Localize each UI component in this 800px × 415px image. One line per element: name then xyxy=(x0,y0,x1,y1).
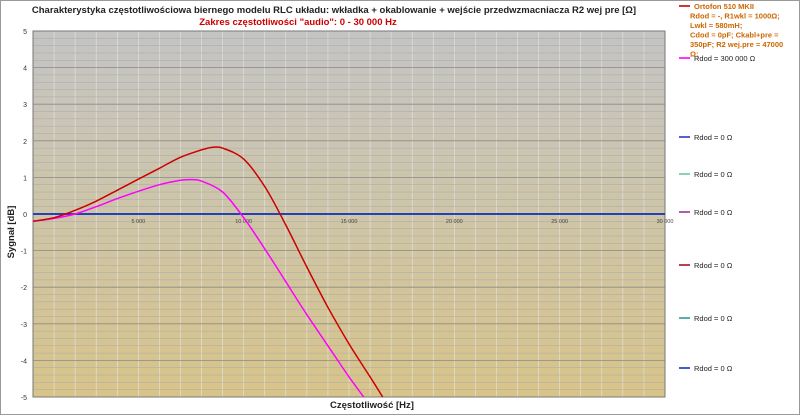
x-tick-label: 10 000 xyxy=(235,219,252,225)
x-tick-label: 15 000 xyxy=(341,219,358,225)
series-layer xyxy=(32,146,665,398)
y-tick-label: 0 xyxy=(23,212,27,219)
legend-label: Rdod = 0 Ω xyxy=(694,364,733,373)
x-axis-ticks: 5 000 10 000 15 000 20 000 25 000 30 000 xyxy=(131,219,673,225)
legend-label: Rdod = 0 Ω xyxy=(694,314,733,323)
y-tick-label: 4 xyxy=(23,66,27,73)
y-tick-label: 2 xyxy=(23,139,27,146)
x-tick-label: 25 000 xyxy=(551,219,568,225)
y-tick-label: -5 xyxy=(21,395,27,402)
series-line-1 xyxy=(32,146,384,398)
y-tick-label: -4 xyxy=(21,358,27,365)
y-tick-label: -1 xyxy=(21,249,27,256)
y-tick-label: 3 xyxy=(23,102,27,109)
legend-label: Rdod = 0 Ω xyxy=(694,208,733,217)
y-axis-label: Sygnał [dB] xyxy=(6,206,17,259)
series-line-2 xyxy=(32,178,365,398)
y-tick-label: -3 xyxy=(21,322,27,329)
chart-subtitle: Zakres częstotliwości "audio": 0 - 30 00… xyxy=(199,17,397,28)
chart-title: Charakterystyka częstotliwościowa bierne… xyxy=(32,5,636,16)
y-tick-label: -2 xyxy=(21,285,27,292)
legend-label: Rdod = 0 Ω xyxy=(694,133,733,142)
x-tick-label: 20 000 xyxy=(446,219,463,225)
legend-label: Ortofon 510 MKII Rdod = -, R1wkl = 1000Ω;… xyxy=(690,2,783,59)
y-axis-ticks: 5 4 3 2 1 0 -1 -2 -3 -4 -5 xyxy=(21,29,27,402)
x-tick-label: 5 000 xyxy=(131,219,145,225)
legend: Ortofon 510 MKII Rdod = -, R1wkl = 1000Ω;… xyxy=(679,2,783,373)
legend-label: Rdod = 0 Ω xyxy=(694,170,733,179)
legend-label: Rdod = 0 Ω xyxy=(694,261,733,270)
x-axis-label: Częstotliwość [Hz] xyxy=(330,400,414,411)
legend-label: Rdod = 300 000 Ω xyxy=(694,54,756,63)
x-tick-label: 30 000 xyxy=(657,219,674,225)
y-tick-label: 5 xyxy=(23,29,27,36)
y-tick-label: 1 xyxy=(23,175,27,182)
